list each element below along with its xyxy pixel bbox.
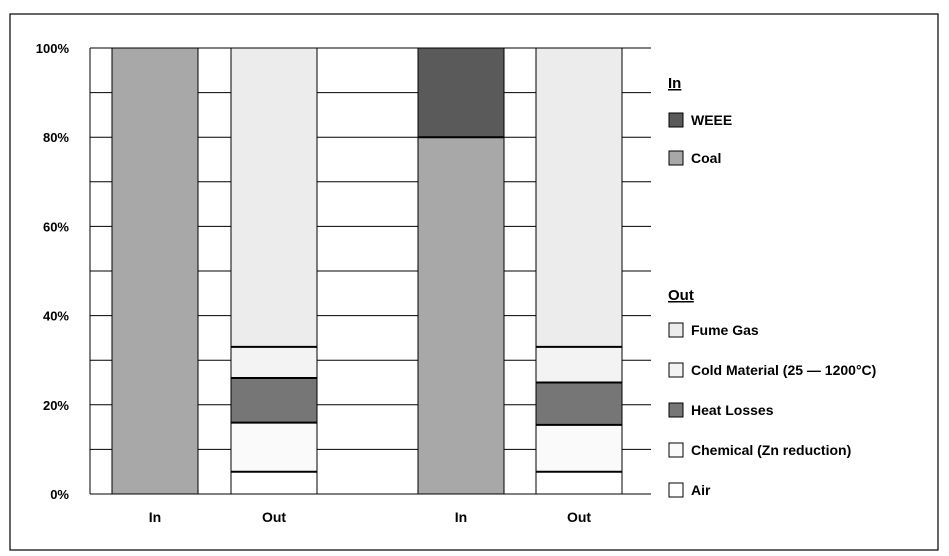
bar-segment bbox=[230, 47, 318, 348]
legend-swatch bbox=[668, 150, 684, 166]
legend-item-label: Coal bbox=[691, 150, 721, 166]
legend-item-label: Air bbox=[691, 482, 711, 498]
y-tick-label: 100% bbox=[36, 41, 70, 56]
bar-segment bbox=[111, 47, 199, 495]
legend-group-title: In bbox=[668, 75, 681, 92]
x-category-label: Out bbox=[567, 509, 591, 525]
legend-item-label: Cold Material (25 — 1200°C) bbox=[691, 362, 876, 378]
legend-item-label: WEEE bbox=[691, 112, 732, 128]
y-tick-label: 40% bbox=[43, 309, 69, 324]
bar-segment bbox=[230, 377, 318, 424]
y-tick-label: 20% bbox=[43, 398, 69, 413]
bars bbox=[111, 47, 623, 495]
legend-swatch bbox=[668, 442, 684, 458]
x-category-label: In bbox=[149, 509, 161, 525]
legend-swatch bbox=[668, 112, 684, 128]
bar-segment bbox=[230, 422, 318, 473]
bar-segment bbox=[417, 47, 505, 138]
x-category-label: In bbox=[455, 509, 467, 525]
legend-swatch bbox=[668, 482, 684, 498]
legend-item-label: Fume Gas bbox=[691, 322, 759, 338]
bar-segment bbox=[230, 471, 318, 495]
legend-swatch bbox=[668, 402, 684, 418]
legend-item-label: Chemical (Zn reduction) bbox=[691, 442, 851, 458]
bar-segment bbox=[535, 471, 623, 495]
bar-segment bbox=[417, 136, 505, 495]
y-tick-label: 60% bbox=[43, 219, 69, 234]
y-tick-label: 0% bbox=[50, 487, 69, 502]
bar-segment bbox=[535, 424, 623, 473]
legend-swatch bbox=[668, 322, 684, 338]
x-category-label: Out bbox=[262, 509, 286, 525]
legend-group-title: Out bbox=[668, 287, 694, 304]
bar-segment bbox=[230, 346, 318, 379]
y-tick-label: 80% bbox=[43, 130, 69, 145]
x-axis-labels: In Out In Out bbox=[149, 509, 592, 525]
legend: In WEEE Coal Out Fume Gas Cold Material (25 —… bbox=[668, 75, 876, 498]
legend-item-label: Heat Losses bbox=[691, 402, 774, 418]
bar-segment bbox=[535, 382, 623, 426]
bar-segment bbox=[535, 346, 623, 384]
bar-segment bbox=[535, 47, 623, 348]
legend-swatch bbox=[668, 362, 684, 378]
y-axis-ticks: 0% 20% 40% 60% 80% 100% bbox=[36, 41, 70, 502]
